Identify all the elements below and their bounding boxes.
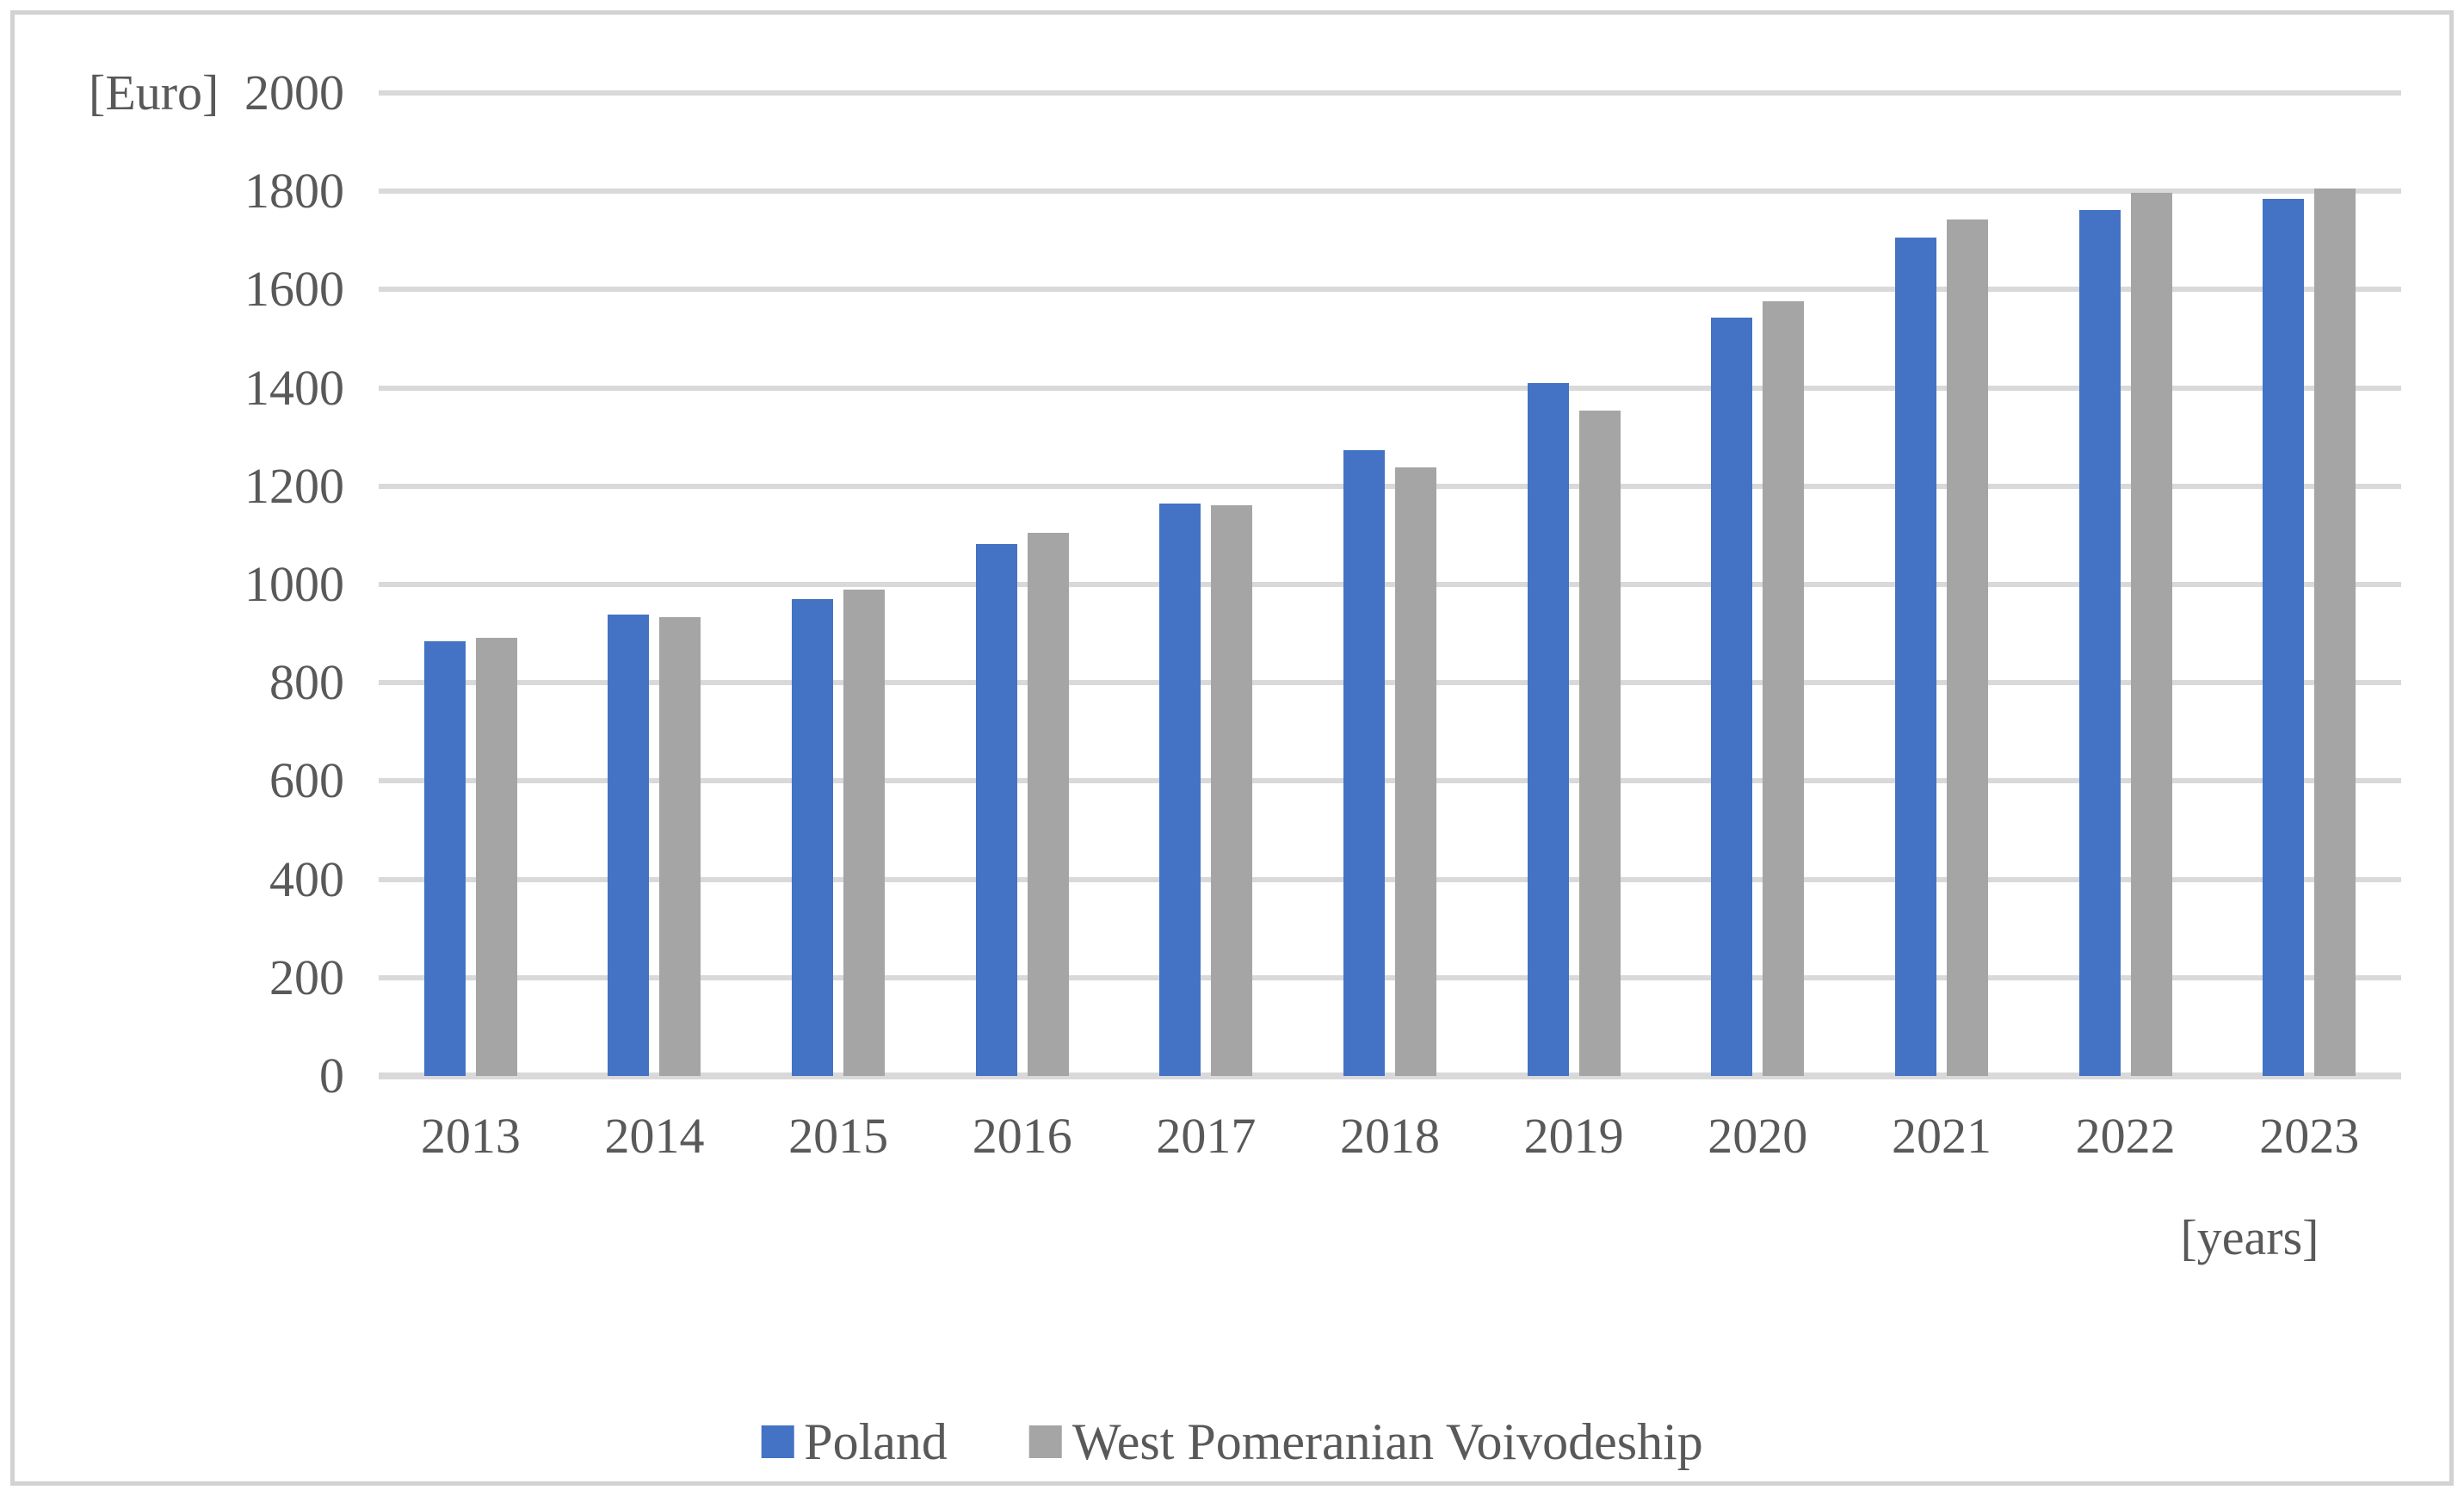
bar-group-2016 <box>930 93 1115 1076</box>
bar-poland-2017 <box>1159 504 1201 1076</box>
bar-west-pomeranian-voivodeship-2017 <box>1211 505 1253 1076</box>
bar-poland-2019 <box>1527 382 1569 1076</box>
bar-groups <box>379 93 2401 1076</box>
y-tick-label-200: 200 <box>269 949 344 1005</box>
x-tick-label-2015: 2015 <box>788 1108 889 1164</box>
bar-group-2021 <box>1850 93 2034 1076</box>
legend-item-west-pomeranian-voivodeship: West Pomeranian Voivodeship <box>1028 1413 1703 1470</box>
bar-west-pomeranian-voivodeship-2022 <box>2130 193 2172 1076</box>
x-tick-label-2013: 2013 <box>420 1108 521 1164</box>
bar-group-2013 <box>379 93 563 1076</box>
x-tick-label-2019: 2019 <box>1523 1108 1624 1164</box>
bar-poland-2015 <box>792 599 834 1076</box>
x-tick-label-2021: 2021 <box>1891 1108 1992 1164</box>
bar-poland-2020 <box>1711 317 1753 1076</box>
x-tick-label-2017: 2017 <box>1156 1108 1257 1164</box>
bar-west-pomeranian-voivodeship-2023 <box>2314 189 2356 1076</box>
bar-poland-2014 <box>608 615 650 1076</box>
bar-group-2015 <box>746 93 930 1076</box>
plot-area <box>379 90 2401 1079</box>
bar-poland-2013 <box>423 640 466 1076</box>
bar-west-pomeranian-voivodeship-2014 <box>659 617 701 1076</box>
gridline-400 <box>379 876 2401 882</box>
gridline-1600 <box>379 287 2401 293</box>
x-tick-label-2016: 2016 <box>972 1108 1072 1164</box>
x-axis-line <box>379 1073 2401 1079</box>
y-tick-label-1800: 1800 <box>244 163 344 219</box>
bar-group-2019 <box>1482 93 1666 1076</box>
bar-west-pomeranian-voivodeship-2018 <box>1395 467 1437 1076</box>
y-tick-label-1200: 1200 <box>244 457 344 514</box>
x-axis-unit-label: [years] <box>2180 1209 2319 1265</box>
y-tick-label-0: 0 <box>319 1048 344 1103</box>
bar-west-pomeranian-voivodeship-2021 <box>1946 219 1988 1076</box>
legend: Poland West Pomeranian Voivodeship <box>761 1413 1703 1470</box>
x-tick-label-2014: 2014 <box>604 1108 705 1164</box>
y-tick-label-1400: 1400 <box>244 359 344 416</box>
x-tick-label-2023: 2023 <box>2259 1108 2360 1164</box>
x-tick-label-2022: 2022 <box>2075 1108 2176 1164</box>
bar-west-pomeranian-voivodeship-2013 <box>475 638 517 1076</box>
gridline-600 <box>379 778 2401 784</box>
x-axis-tick-labels: 2013 2014 2015 2016 2017 2018 2019 2020 2021 2022… <box>379 1109 2401 1164</box>
y-tick-label-1600: 1600 <box>244 261 344 318</box>
legend-item-poland: Poland <box>761 1413 948 1470</box>
y-tick-label-600: 600 <box>269 752 344 809</box>
gridline-800 <box>379 680 2401 686</box>
bar-west-pomeranian-voivodeship-2019 <box>1578 410 1621 1076</box>
gridline-1000 <box>379 582 2401 587</box>
legend-swatch-poland <box>761 1425 794 1458</box>
y-tick-label-400: 400 <box>269 850 344 907</box>
legend-swatch-west-pomeranian-voivodeship <box>1028 1425 1062 1458</box>
bar-group-2023 <box>2217 93 2401 1076</box>
bar-poland-2018 <box>1343 450 1386 1076</box>
gridline-1400 <box>379 385 2401 391</box>
bar-west-pomeranian-voivodeship-2015 <box>843 589 886 1076</box>
bar-group-2017 <box>1115 93 1299 1076</box>
bar-group-2022 <box>2034 93 2218 1076</box>
gridline-1200 <box>379 483 2401 489</box>
y-tick-label-1000: 1000 <box>244 556 344 612</box>
y-axis-unit-label: [Euro] <box>89 65 219 121</box>
bar-poland-2021 <box>1894 237 1936 1076</box>
bar-poland-2016 <box>975 544 1017 1076</box>
legend-label-poland: Poland <box>804 1413 948 1470</box>
bar-poland-2023 <box>2263 199 2305 1076</box>
y-tick-label-2000: 2000 <box>244 65 344 121</box>
bar-west-pomeranian-voivodeship-2016 <box>1027 533 1069 1076</box>
bar-group-2014 <box>563 93 747 1076</box>
gridline-1800 <box>379 189 2401 195</box>
y-axis-tick-labels: 0 200 400 600 800 1000 1200 1400 1600 1800 2000 <box>0 0 344 1496</box>
legend-label-west-pomeranian-voivodeship: West Pomeranian Voivodeship <box>1071 1413 1703 1470</box>
gridline-200 <box>379 974 2401 980</box>
bar-west-pomeranian-voivodeship-2020 <box>1763 300 1805 1076</box>
x-tick-label-2020: 2020 <box>1708 1108 1808 1164</box>
bar-poland-2022 <box>2078 209 2121 1076</box>
gridline-2000 <box>379 90 2401 96</box>
bar-group-2020 <box>1665 93 1850 1076</box>
x-tick-label-2018: 2018 <box>1340 1108 1441 1164</box>
bar-group-2018 <box>1298 93 1482 1076</box>
y-tick-label-800: 800 <box>269 654 344 711</box>
